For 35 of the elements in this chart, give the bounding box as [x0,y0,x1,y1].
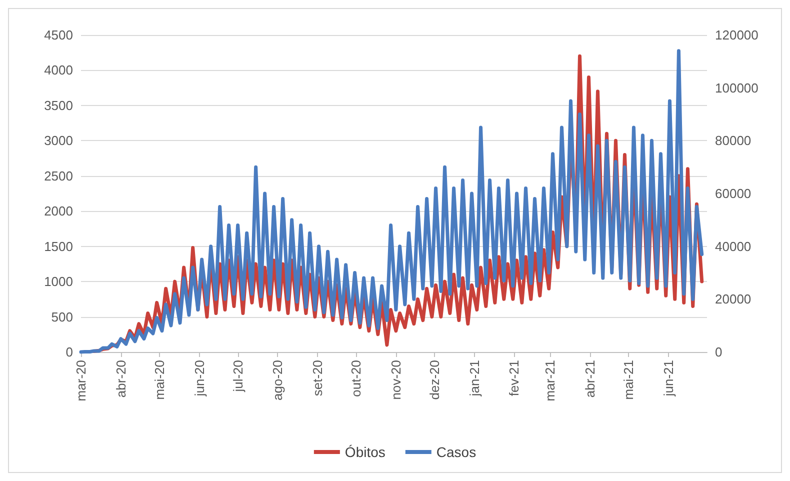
y-tick-label: 4000 [44,62,73,78]
x-tick-label: jun-20 [192,360,207,398]
y-tick-label: 1000 [44,274,73,290]
legend-label: Casos [436,444,476,460]
x-tick-label: dez-20 [426,360,442,400]
y2-tick-label: 40000 [715,238,752,254]
x-tick-label: jun-21 [660,360,676,398]
x-tick-label: abr-21 [582,360,598,398]
x-tick-label: jan-21 [466,360,482,398]
y-tick-label: 1500 [44,238,73,254]
y2-tick-label: 80000 [715,133,752,148]
legend-label: Óbitos [344,444,386,460]
y-tick-label: 2500 [44,168,73,184]
y-tick-label: 3500 [44,98,73,113]
x-tick-label: mar-21 [542,360,558,402]
y2-tick-label: 120000 [715,28,758,42]
x-tick-label: set-20 [310,360,326,396]
x-tick-label: ago-20 [270,360,286,400]
x-tick-label: fev-21 [506,360,522,396]
y-tick-label: 500 [51,309,73,324]
x-tick-label: mai-20 [152,360,167,400]
x-tick-label: mai-21 [621,360,636,400]
x-tick-label: nov-20 [388,360,404,400]
y2-tick-label: 60000 [715,186,752,201]
y2-tick-label: 0 [715,344,722,360]
y-tick-label: 4500 [44,28,73,42]
x-tick-label: abr-20 [113,360,128,398]
x-tick-label: out-20 [348,360,364,397]
y2-tick-label: 100000 [715,80,758,96]
y-tick-label: 0 [66,344,73,360]
y-tick-label: 3000 [44,133,73,148]
y-tick-label: 2000 [44,204,73,219]
x-tick-label: jul-20 [230,360,246,393]
x-tick-label: mar-20 [74,360,88,402]
y2-tick-label: 20000 [715,292,752,307]
